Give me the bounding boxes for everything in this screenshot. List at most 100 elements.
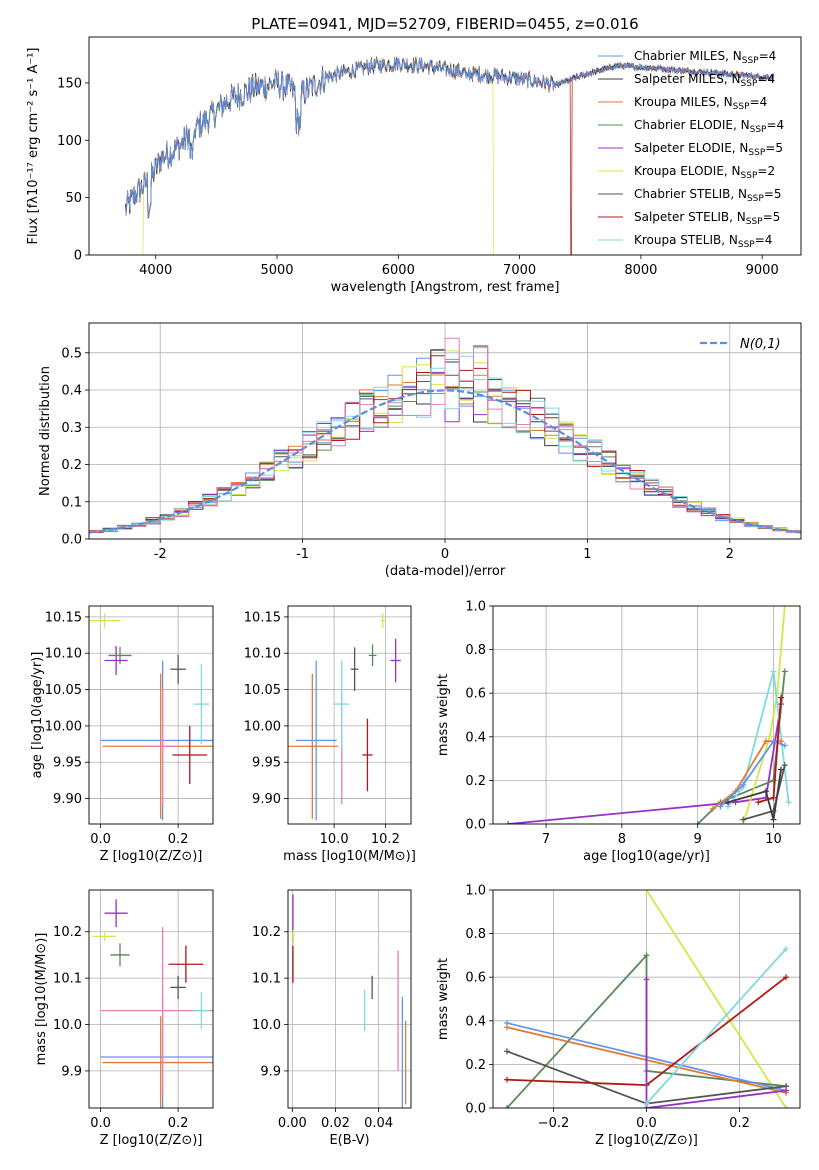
x-tick-label: 0.02 <box>321 1116 350 1131</box>
x-tick-label: 4000 <box>139 263 172 278</box>
x-axis-label: E(B-V) <box>329 1133 369 1148</box>
x-axis-label: (data-model)/error <box>385 564 506 579</box>
weight-line-salpeter_miles <box>727 769 782 820</box>
plot-area <box>288 890 411 1108</box>
x-tick-label: 7000 <box>503 263 536 278</box>
y-tick-label: 0.2 <box>465 1058 486 1073</box>
y-tick-label: 0.2 <box>465 774 486 789</box>
x-tick-label: 0.2 <box>168 832 189 847</box>
x-tick-label: 8000 <box>624 263 657 278</box>
y-tick-label: 0.0 <box>61 533 82 548</box>
y-tick-label: 10.10 <box>244 647 281 662</box>
weight-line-kroupa_stelib <box>645 948 787 1105</box>
y-tick-label: 0.6 <box>465 971 486 986</box>
x-tick-label: 0 <box>441 547 449 562</box>
x-tick-label: 10.2 <box>371 832 400 847</box>
axes-frame <box>287 889 412 1109</box>
x-tick-label: 0.00 <box>278 1116 307 1131</box>
x-axis-label: Z [log10(Z/Z⊙)] <box>100 849 203 864</box>
y-tick-label: 10.0 <box>252 1018 281 1033</box>
weight-line-kroupa_elodie <box>742 606 786 824</box>
legend-label: Kroupa STELIB, NSSP=4 <box>634 233 772 250</box>
y-axis-label: Flux [fλ10⁻¹⁷ erg cm⁻² s⁻¹ A⁻¹] <box>26 48 41 245</box>
x-tick-label: 0.0 <box>636 1116 657 1131</box>
x-tick-label: 8 <box>618 832 626 847</box>
panel-age_vs_mass: 10.0 10.2 9.90 9.95 10.00 10.05 10.10 10.15 mass… <box>244 605 416 864</box>
y-tick-label: 0.6 <box>465 687 486 702</box>
y-axis-label: Normed distribution <box>38 366 53 496</box>
axes-frame <box>88 322 802 540</box>
y-tick-label: 0.4 <box>465 1014 486 1029</box>
x-axis-label: wavelength [Angstrom, rest frame] <box>331 280 560 295</box>
y-tick-label: 50 <box>65 191 82 206</box>
chart-title: PLATE=0941, MJD=52709, FIBERID=0455, z=0… <box>251 15 638 33</box>
x-tick-label: 0.04 <box>364 1116 393 1131</box>
y-tick-label: 0.8 <box>465 643 486 658</box>
x-tick-label: 2 <box>726 547 734 562</box>
y-tick-label: 10.1 <box>252 972 281 987</box>
x-tick-label: −0.2 <box>538 1116 570 1131</box>
panel-spectrum: 4000 5000 6000 7000 8000 9000 0 50 100 150 wavelen… <box>26 15 802 295</box>
panel-massweight_vs_age: 7 8 9 10 0.0 0.2 0.4 0.6 0.8 1.0 age [log10(age/yr… <box>436 600 801 864</box>
y-tick-label: 10.05 <box>244 683 281 698</box>
panel-mass_vs_Z: 0.0 0.2 9.9 10.0 10.1 10.2 Z [log10(Z/Z⊙)] mass… <box>34 889 214 1148</box>
plot-area <box>288 606 411 824</box>
axes-frame <box>492 889 801 1109</box>
x-axis-label: age [log10(age/yr)] <box>583 849 710 864</box>
y-tick-label: 0.4 <box>465 730 486 745</box>
weight-line-kroupa_stelib <box>727 671 790 808</box>
x-tick-label: -2 <box>154 547 167 562</box>
y-tick-label: 0 <box>74 249 82 264</box>
x-axis-label: Z [log10(Z/Z⊙)] <box>100 1133 203 1148</box>
plot-area <box>493 890 800 1108</box>
panel-massweight_vs_Z: −0.2 0.0 0.2 0.0 0.2 0.4 0.6 0.8 1.0 Z [log10(Z/Z… <box>436 884 801 1148</box>
y-tick-label: 0.1 <box>61 495 82 510</box>
x-tick-label: 7 <box>542 832 550 847</box>
y-axis-label: age [log10(age/yr)] <box>30 652 45 779</box>
legend-label: Chabrier ELODIE, NSSP=4 <box>634 118 784 135</box>
axes-frame <box>492 605 801 825</box>
legend-label: Salpeter ELODIE, NSSP=5 <box>634 141 783 158</box>
weight-line-chabrier_miles <box>719 740 786 808</box>
x-tick-label: 1 <box>583 547 591 562</box>
y-tick-label: 10.00 <box>244 719 281 734</box>
y-tick-label: 10.2 <box>252 925 281 940</box>
weight-line-salpeter_elodie <box>508 703 782 824</box>
y-tick-label: 10.2 <box>53 925 82 940</box>
axes-frame <box>287 605 412 825</box>
y-tick-label: 10.00 <box>45 719 82 734</box>
legend-label: Salpeter MILES, NSSP=4 <box>634 72 775 89</box>
legend-label: Chabrier STELIB, NSSP=5 <box>634 187 782 204</box>
y-axis-label: mass [log10(M/M⊙)] <box>34 933 49 1066</box>
y-tick-label: 100 <box>57 134 82 149</box>
y-tick-label: 9.95 <box>53 756 82 771</box>
y-tick-label: 9.9 <box>61 1064 82 1079</box>
y-tick-label: 10.15 <box>244 610 281 625</box>
y-tick-label: 10.0 <box>53 1018 82 1033</box>
y-tick-label: 0.0 <box>465 818 486 833</box>
panel-mass_vs_ebv: 0.00 0.02 0.04 9.9 10.0 10.1 10.2 E(B-V) <box>252 889 412 1148</box>
legend-label: Chabrier MILES, NSSP=4 <box>634 49 776 66</box>
weight-line-salpeter_elodie <box>645 979 787 1108</box>
legend-label: Salpeter STELIB, NSSP=5 <box>634 210 780 227</box>
spectrum-line-kroupa_elodie <box>125 56 496 255</box>
histogram-pink <box>89 337 801 533</box>
y-tick-label: 9.9 <box>260 1064 281 1079</box>
y-tick-label: 10.10 <box>45 647 82 662</box>
plot-area <box>493 606 800 824</box>
spectrum-line-chabrier_miles <box>125 56 775 218</box>
x-tick-label: 10.0 <box>320 832 349 847</box>
x-tick-label: -1 <box>296 547 309 562</box>
x-tick-label: 9 <box>694 832 702 847</box>
y-tick-label: 10.1 <box>53 972 82 987</box>
x-axis-label: mass [log10(M/M⊙)] <box>283 849 416 864</box>
spectrum-line-salpeter_stelib <box>125 56 775 255</box>
x-tick-label: 0.0 <box>90 832 111 847</box>
y-tick-label: 1.0 <box>465 600 486 615</box>
y-axis-label: mass weight <box>436 958 451 1040</box>
x-tick-label: 0.2 <box>168 1116 189 1131</box>
plot-area <box>89 606 213 824</box>
x-axis-label: Z [log10(Z/Z⊙)] <box>595 1133 698 1148</box>
x-tick-label: 0.0 <box>90 1116 111 1131</box>
